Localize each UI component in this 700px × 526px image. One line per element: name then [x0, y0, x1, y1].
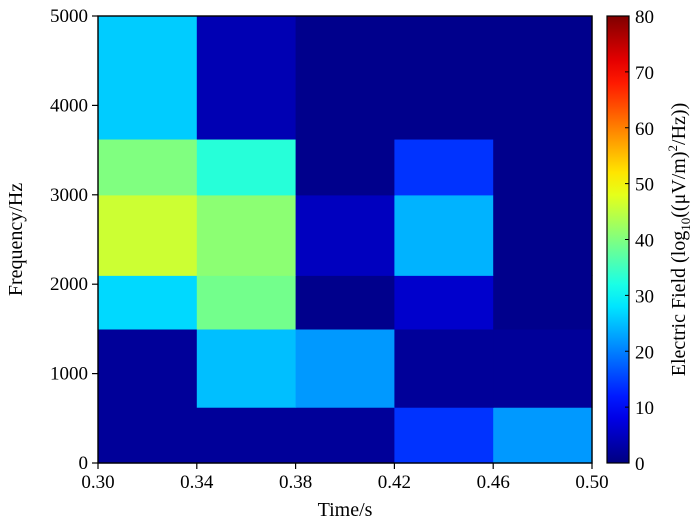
heatmap-cell: [196, 275, 297, 330]
colorbar-title-subscript: 10: [678, 218, 693, 231]
heatmap-cell: [196, 138, 297, 196]
colorbar-tick-label: 40: [635, 231, 654, 252]
colorbar-tick-label: 50: [635, 175, 654, 196]
colorbar-title-prefix: Electric Field (log: [668, 231, 690, 377]
heatmap-cell: [295, 194, 395, 276]
x-tick-label: 0.38: [279, 472, 312, 493]
heatmap-cell: [196, 194, 297, 276]
y-axis: 0 1000 2000 3000 4000 5000: [50, 6, 98, 474]
heatmap-cell: [493, 407, 593, 464]
y-tick-label: 1000: [50, 364, 88, 385]
heatmap-cell: [295, 16, 395, 140]
heatmap-cell: [394, 328, 494, 408]
colorbar-tick-label: 0: [635, 454, 645, 475]
colorbar-tick-label: 70: [635, 63, 654, 84]
heatmap-cell: [493, 16, 593, 140]
heatmap-cell: [295, 275, 395, 330]
heatmap-cell: [196, 16, 297, 140]
x-tick-label: 0.50: [575, 472, 608, 493]
heatmap-cell: [98, 328, 198, 408]
x-axis: 0.30 0.34 0.38 0.42 0.46 0.50: [81, 463, 609, 493]
colorbar-axis: 0 10 20 30 40 50 60 70 80: [625, 7, 654, 475]
heatmap-cell: [394, 138, 494, 196]
heatmap-cell: [98, 194, 198, 276]
x-tick-label: 0.46: [477, 472, 510, 493]
heatmap-cell: [196, 407, 297, 464]
colorbar-tick-label: 80: [635, 7, 654, 28]
heatmap-cell: [196, 328, 297, 408]
heatmap-cell: [98, 138, 198, 196]
y-tick-label: 3000: [50, 185, 88, 206]
heatmap-cell: [394, 275, 494, 330]
heatmap-cell: [493, 328, 593, 408]
x-tick-label: 0.34: [180, 472, 214, 493]
x-axis-title: Time/s: [318, 499, 373, 521]
heatmap-cell: [295, 138, 395, 196]
heatmap-cell: [493, 194, 593, 276]
colorbar-tick-label: 20: [635, 342, 654, 363]
y-tick-label: 0: [79, 453, 89, 474]
plot-frame: [97, 15, 593, 464]
colorbar-tick-label: 30: [635, 286, 654, 307]
x-tick-label: 0.30: [81, 472, 114, 493]
heatmap-cell: [295, 328, 395, 408]
colorbar-title-suffix: /Hz)): [668, 103, 690, 145]
colorbar-title: Electric Field (log10((μV/m)2/Hz)): [665, 103, 693, 376]
heatmap-cells: [98, 16, 593, 464]
heatmap-cell: [493, 138, 593, 196]
heatmap-cell: [98, 275, 198, 330]
y-axis-title: Frequency/Hz: [5, 183, 27, 296]
heatmap-cell: [394, 194, 494, 276]
heatmap-cell: [98, 16, 198, 140]
y-tick-label: 4000: [50, 95, 88, 116]
y-tick-label: 5000: [50, 6, 88, 27]
colorbar-tick-label: 60: [635, 119, 654, 140]
x-tick-label: 0.42: [378, 472, 411, 493]
colorbar-title-superscript: 2: [665, 145, 680, 152]
heatmap-cell: [394, 407, 494, 464]
colorbar-title-middle: ((μV/m): [668, 151, 690, 217]
heatmap-cell: [493, 275, 593, 330]
heatmap-cell: [295, 407, 395, 464]
colorbar-tick-label: 10: [635, 398, 654, 419]
y-tick-label: 2000: [50, 274, 88, 295]
heatmap-cell: [98, 407, 198, 464]
heatmap-cell: [394, 16, 494, 140]
